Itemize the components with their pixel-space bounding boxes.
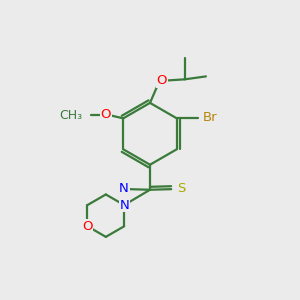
Text: N: N: [119, 182, 129, 195]
Text: CH₃: CH₃: [59, 109, 82, 122]
Text: O: O: [157, 74, 167, 87]
Text: O: O: [100, 108, 111, 121]
Text: O: O: [82, 220, 93, 233]
Text: Br: Br: [202, 111, 217, 124]
Text: N: N: [119, 199, 129, 212]
Text: S: S: [177, 182, 185, 195]
